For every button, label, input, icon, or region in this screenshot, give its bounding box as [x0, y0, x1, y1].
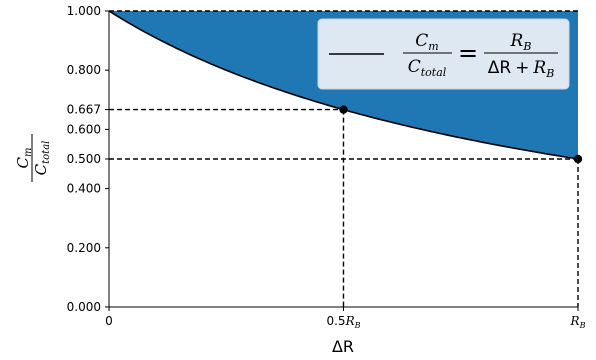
svg-text:ΔR+RB: ΔR + RB: [488, 58, 555, 80]
y-tick-label-4: 0.600: [67, 122, 101, 136]
x-tick-label-2: RB: [570, 314, 586, 330]
legend-rhs-den-b-sub: B: [545, 67, 554, 80]
legend: Cm Ctotal = RB ΔR + RB: [317, 18, 570, 90]
legend-box: [317, 18, 570, 90]
y-tick-label-1: 0.200: [67, 241, 101, 255]
svg-text:Cm: Cm: [415, 31, 438, 53]
data-point-0: [339, 105, 348, 114]
legend-rhs-num: R: [510, 31, 524, 51]
x-tick-label-1: 0.5RB: [326, 314, 360, 330]
legend-formula: Cm Ctotal = RB ΔR + RB: [403, 31, 558, 80]
y-label-num: C: [14, 156, 32, 168]
y-tick-label-7: 1.000: [67, 4, 101, 18]
svg-text:RB: RB: [510, 31, 532, 53]
y-axis: 0.000 0.200 0.400 0.500 0.600 0.667 0.800 1.000: [67, 4, 110, 314]
x-axis: 0 0.5RB RB: [105, 306, 586, 330]
svg-text:Ctotal: Ctotal: [32, 141, 52, 176]
y-label-den: C: [32, 163, 50, 175]
legend-equals: =: [458, 39, 478, 67]
legend-lhs-num: C: [415, 31, 428, 51]
x-tick-label-0: 0: [105, 314, 113, 328]
legend-rhs-den-plus: +: [515, 58, 529, 78]
y-label-den-sub: total: [41, 141, 52, 164]
y-tick-label-6: 0.800: [67, 63, 101, 77]
x-axis-label: ΔR: [332, 337, 354, 356]
legend-lhs-den: C: [408, 57, 421, 77]
y-tick-label-2: 0.400: [67, 182, 101, 196]
data-point-1: [573, 154, 583, 164]
legend-rhs-den-b: R: [532, 58, 546, 78]
svg-text:Ctotal: Ctotal: [408, 57, 447, 79]
svg-text:Cm: Cm: [14, 148, 34, 169]
y-tick-label-0: 0.000: [67, 300, 101, 314]
y-label-num-sub: m: [23, 148, 34, 157]
legend-lhs-num-sub: m: [428, 40, 438, 53]
y-tick-label-3: 0.500: [67, 152, 101, 166]
y-tick-label-5: 0.667: [67, 103, 101, 117]
y-axis-label: Cm Ctotal: [14, 134, 52, 182]
legend-rhs-num-sub: B: [522, 40, 531, 53]
legend-lhs-den-sub: total: [421, 66, 447, 79]
legend-rhs-den-a: ΔR: [488, 58, 512, 78]
